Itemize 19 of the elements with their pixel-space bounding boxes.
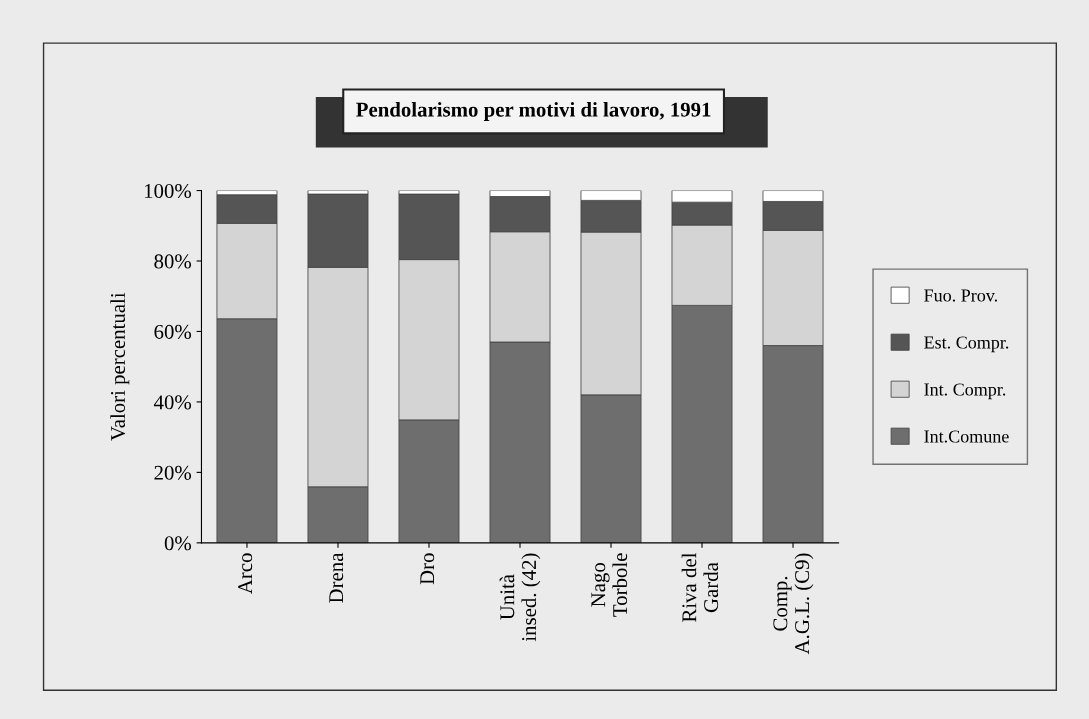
chart-title: Pendolarismo per motivi di lavoro, 1991 — [356, 102, 711, 121]
y-axis-title: Valori percentuali — [110, 292, 130, 441]
x-tick-label: Arco — [238, 553, 253, 595]
legend-label: Int.Comune — [924, 430, 1009, 443]
y-tick-label: 100% — [144, 183, 192, 199]
legend-label: Est. Compr. — [924, 336, 1009, 353]
y-tick-label: 40% — [153, 395, 192, 410]
x-tick-label: Nago Torbole — [591, 553, 628, 617]
x-tick-label: Unità insed. (42) — [499, 553, 541, 642]
x-tick-label: Drena — [329, 552, 344, 603]
x-tick-label: Comp. A.G.L. (C9) — [773, 553, 814, 655]
x-tick-label: Riva del Garda — [681, 552, 719, 622]
legend-label: Int. Compr. — [924, 383, 1006, 400]
y-tick-label: 60% — [154, 324, 192, 339]
legend-label: Fuo. Prov. — [924, 289, 997, 302]
y-tick-label: 20% — [154, 465, 192, 480]
x-tick-label: Dro — [420, 553, 435, 585]
y-tick-label: 0% — [164, 536, 192, 551]
y-tick-label: 80% — [154, 254, 192, 269]
